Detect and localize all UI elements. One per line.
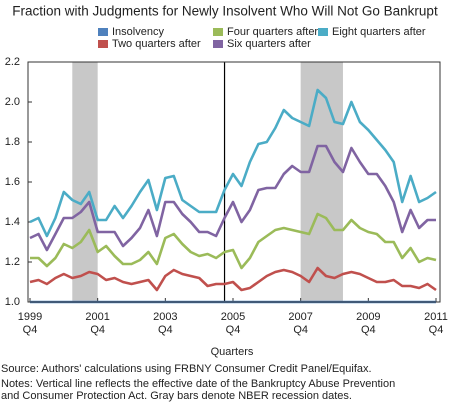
legend-label: Insolvency <box>112 26 164 38</box>
x-tick-label: Q4 <box>293 324 308 336</box>
x-tick-label: 1999 <box>18 311 42 323</box>
legend-swatch <box>318 28 328 36</box>
y-tick-label: 2.2 <box>5 56 20 68</box>
x-tick-label: Q4 <box>23 324 38 336</box>
x-tick-label: 2007 <box>288 311 312 323</box>
y-tick-label: 2.0 <box>5 96 20 108</box>
legend-label: Six quarters after <box>227 38 311 50</box>
x-axis-label: Quarters <box>211 346 254 358</box>
recession-band <box>300 62 343 302</box>
x-tick-label: Q4 <box>429 324 444 336</box>
source: Source: Authors' calculations using FRBN… <box>1 363 372 375</box>
x-tick-label: Q4 <box>226 324 241 336</box>
series-line <box>30 212 437 270</box>
y-tick-label: 1.2 <box>5 256 20 268</box>
y-tick-label: 1.8 <box>5 136 20 148</box>
x-tick-label: 2005 <box>221 311 245 323</box>
x-tick-label: Q4 <box>158 324 173 336</box>
x-tick-label: Q4 <box>361 324 376 336</box>
series-line <box>29 144 436 252</box>
series-line <box>29 266 437 292</box>
notes: Notes: Vertical line reflects the effect… <box>1 378 395 390</box>
chart-title: Fraction with Judgments for Newly Insolv… <box>12 4 438 19</box>
plot-frame <box>27 61 441 303</box>
legend-label: Two quarters after <box>112 38 201 50</box>
notes: and Consumer Protection Act. Gray bars d… <box>1 390 352 402</box>
legend-swatch <box>213 40 223 48</box>
legend-label: Eight quarters after <box>332 26 426 38</box>
recession-band <box>72 62 98 302</box>
legend-swatch <box>98 40 108 48</box>
x-tick-label: 2003 <box>153 311 177 323</box>
x-tick-label: Q4 <box>90 324 105 336</box>
series-line <box>29 88 437 238</box>
y-tick-label: 1.6 <box>5 176 20 188</box>
x-tick-label: 2009 <box>356 311 380 323</box>
legend-swatch <box>98 28 108 36</box>
y-tick-label: 1.0 <box>5 296 20 308</box>
x-tick-label: 2001 <box>85 311 109 323</box>
legend-label: Four quarters after <box>227 26 318 38</box>
y-tick-label: 1.4 <box>5 216 20 228</box>
x-tick-label: 2011 <box>424 311 448 323</box>
legend-swatch <box>213 28 223 36</box>
